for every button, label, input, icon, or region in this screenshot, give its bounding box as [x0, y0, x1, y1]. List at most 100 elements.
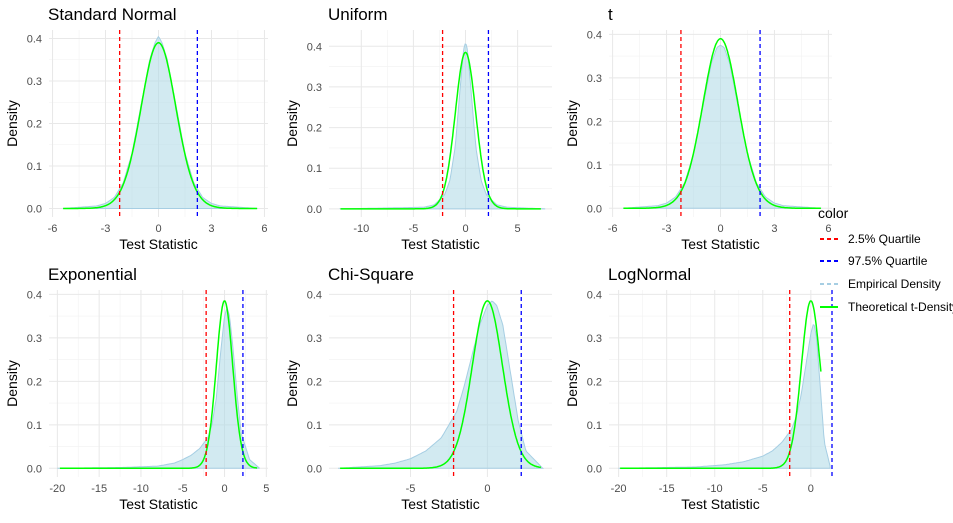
y-tick-label: 0.4	[587, 29, 602, 41]
x-tick-label: -3	[662, 223, 672, 235]
x-tick-label: -5	[409, 223, 419, 235]
legend-label-q975: 97.5% Quartile	[848, 254, 928, 268]
theoretical-density-line	[59, 300, 258, 470]
x-axis-label: Test Statistic	[401, 236, 480, 252]
x-tick-label: -15	[659, 483, 675, 495]
x-axis-label: Test Statistic	[681, 496, 760, 512]
y-tick-label: 0.2	[587, 376, 602, 388]
legend-item-q975: 97.5% Quartile	[820, 254, 928, 268]
panel-5: 0.0 0.1 0.2 0.3 0.4 -20 -15 -10 -5 0 LogNormal Test…	[564, 265, 833, 512]
panel-4: 0.0 0.1 0.2 0.3 0.4 -5 0 Chi-Square Test Statist…	[284, 265, 552, 512]
x-tick-label: 3	[208, 223, 214, 235]
legend: color 2.5% Quartile 97.5% Quartile Empir…	[818, 205, 953, 314]
legend-label-theoretical: Theoretical t-Density	[848, 300, 953, 314]
x-tick-label: 0	[462, 223, 468, 235]
x-axis-label: Test Statistic	[119, 236, 198, 252]
y-tick-label: 0.1	[27, 161, 42, 173]
x-tick-label: -3	[101, 223, 111, 235]
x-tick-label: 5	[515, 223, 521, 235]
theoretical-density-line	[340, 51, 541, 210]
y-tick-label: 0.2	[307, 123, 322, 135]
y-axis-label: Density	[564, 360, 580, 407]
y-axis-label: Density	[284, 360, 300, 407]
x-tick-label: -6	[608, 223, 618, 235]
legend-label-q025: 2.5% Quartile	[848, 232, 921, 246]
legend-label-empirical: Empirical Density	[848, 277, 941, 291]
x-tick-label: -6	[48, 223, 58, 235]
x-axis-label: Test Statistic	[681, 236, 760, 252]
panel-2: 0.0 0.1 0.2 0.3 0.4 -6 -3 0 3 6 t Test Statistic Den…	[564, 5, 832, 252]
x-tick-label: 6	[825, 223, 831, 235]
x-tick-label: 0	[155, 223, 161, 235]
y-tick-label: 0.1	[27, 420, 42, 432]
y-tick-label: 0.3	[587, 73, 602, 85]
y-tick-label: 0.3	[27, 333, 42, 345]
empirical-density-area	[338, 300, 545, 469]
x-axis-label: Test Statistic	[119, 496, 198, 512]
panel-3: 0.0 0.1 0.2 0.3 0.4 -20 -15 -10 -5 0 5 Exponential T…	[4, 265, 269, 512]
panel-title: Standard Normal	[48, 5, 177, 24]
y-axis-label: Density	[4, 360, 20, 407]
y-tick-label: 0.4	[307, 289, 322, 301]
x-tick-label: 0	[484, 483, 490, 495]
x-axis-label: Test Statistic	[401, 496, 480, 512]
y-tick-label: 0.1	[587, 160, 602, 172]
x-tick-label: -15	[91, 483, 107, 495]
y-tick-label: 0.0	[587, 463, 602, 475]
panel-title: Uniform	[328, 5, 388, 24]
y-tick-label: 0.1	[307, 163, 322, 175]
theoretical-density-line	[63, 42, 258, 210]
panel-1: 0.0 0.1 0.2 0.3 0.4 -10 -5 0 5 Uniform Test Statis…	[284, 5, 552, 252]
y-tick-label: 0.1	[587, 420, 602, 432]
y-tick-label: 0.4	[27, 34, 42, 46]
y-tick-label: 0.0	[307, 463, 322, 475]
y-tick-label: 0.0	[307, 204, 322, 216]
x-tick-label: -10	[353, 223, 369, 235]
panels: 0.0 0.1 0.2 0.3 0.4 -6 -3 0 3 6 Standard Normal Tes…	[4, 5, 833, 512]
y-tick-label: 0.4	[27, 289, 42, 301]
x-tick-label: -5	[178, 483, 188, 495]
x-tick-label: -20	[49, 483, 65, 495]
x-tick-label: 0	[221, 483, 227, 495]
y-tick-label: 0.2	[587, 116, 602, 128]
y-tick-label: 0.4	[587, 289, 602, 301]
x-tick-label: 6	[261, 223, 267, 235]
panel-title: Exponential	[48, 265, 137, 284]
x-tick-label: -20	[611, 483, 627, 495]
panel-0: 0.0 0.1 0.2 0.3 0.4 -6 -3 0 3 6 Standard Normal Tes…	[4, 5, 268, 252]
x-tick-label: -10	[133, 483, 149, 495]
x-tick-label: 3	[771, 223, 777, 235]
x-tick-label: 0	[808, 483, 814, 495]
y-tick-label: 0.0	[587, 203, 602, 215]
y-tick-label: 0.0	[27, 204, 42, 216]
y-tick-label: 0.3	[307, 333, 322, 345]
x-tick-label: -5	[758, 483, 768, 495]
y-axis-label: Density	[284, 100, 300, 147]
legend-item-q025: 2.5% Quartile	[820, 232, 921, 246]
panel-title: Chi-Square	[328, 265, 414, 284]
y-axis-label: Density	[564, 100, 580, 147]
y-tick-label: 0.3	[587, 333, 602, 345]
panel-title: t	[608, 5, 613, 24]
y-tick-label: 0.3	[307, 82, 322, 94]
empirical-density-area	[63, 35, 258, 209]
legend-item-theoretical: Theoretical t-Density	[820, 300, 953, 314]
x-tick-label: 0	[717, 223, 723, 235]
empirical-density-area	[623, 44, 822, 209]
y-tick-label: 0.0	[27, 463, 42, 475]
legend-title: color	[818, 205, 849, 221]
x-tick-label: 5	[263, 483, 269, 495]
theoretical-density-line	[620, 300, 822, 470]
x-tick-label: -5	[406, 483, 416, 495]
theoretical-density-line	[340, 300, 542, 470]
theoretical-density-line	[623, 37, 821, 210]
y-axis-label: Density	[4, 100, 20, 147]
y-tick-label: 0.2	[27, 119, 42, 131]
y-tick-label: 0.2	[27, 376, 42, 388]
panel-title: LogNormal	[608, 265, 691, 284]
y-tick-label: 0.1	[307, 420, 322, 432]
x-tick-label: -10	[707, 483, 723, 495]
y-tick-label: 0.4	[307, 41, 322, 53]
legend-item-empirical: Empirical Density	[820, 277, 941, 291]
